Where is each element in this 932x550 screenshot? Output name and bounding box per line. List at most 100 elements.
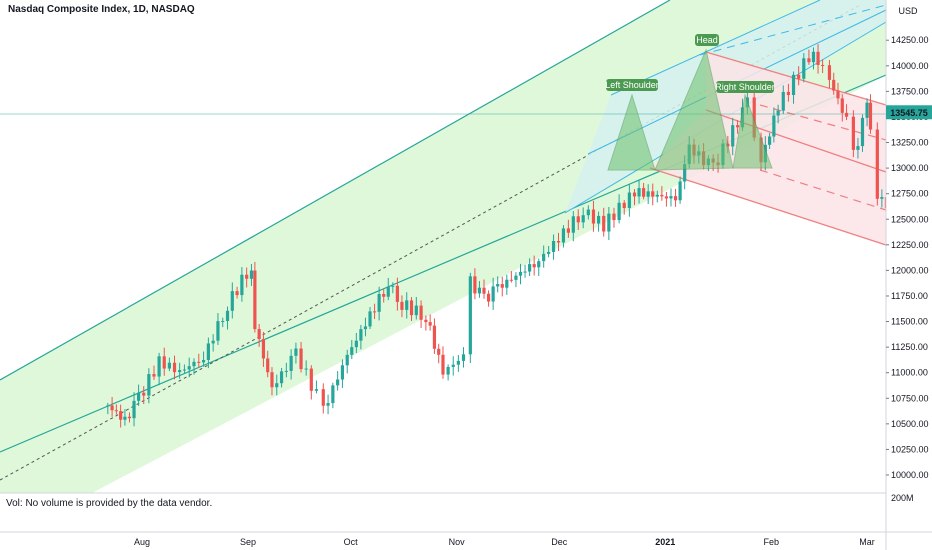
y-tick-label: 10250.00 [891,444,929,454]
candle-body [637,188,641,197]
candle-body [216,321,220,341]
chart-title: Nasdaq Composite Index, 1D, NASDAQ [6,4,197,15]
y-tick-label: 10000.00 [891,470,929,480]
pattern-badge [716,81,774,93]
y-tick-label: 13000.00 [891,163,929,173]
candle-body [326,403,330,406]
candle-body [802,58,806,79]
candle-body [114,410,118,412]
right-shoulder-triangle [732,93,773,169]
last-price-tag [886,105,932,120]
candle-body [836,90,840,99]
candle-body [660,194,664,197]
y-tick-label: 10500.00 [891,419,929,429]
candle-body [249,270,254,279]
candle-body [875,129,879,199]
candle-body [772,115,776,137]
candle-body [240,274,244,296]
volume-note: Vol: No volume is provided by the data v… [6,498,213,509]
candle-body [542,253,546,262]
y-tick-label: 11750.00 [891,291,928,301]
candle-body [178,370,182,373]
candle-body [664,196,669,199]
candle-body [627,192,631,209]
candle-body [304,368,308,370]
candle-body [359,329,363,341]
candle-body [428,322,432,326]
candle-body [382,294,386,297]
price-axis-panel [886,0,932,550]
candle-body [368,311,372,327]
candle-body [791,74,796,96]
candle-body [206,343,210,360]
candle-body [446,366,450,375]
y-tick-label: 13250.00 [891,138,929,148]
candle-body [266,358,270,373]
candle-body [363,326,368,330]
candle-body [678,181,682,201]
candle-body [314,389,319,391]
candle-body [596,215,601,224]
candle-body [523,271,527,273]
candle-body [477,287,482,294]
candle-body [752,97,756,138]
y-tick-label: 13750.00 [891,86,929,96]
candle-body [797,74,801,79]
candle-body [473,276,477,294]
candle-body [880,197,884,199]
candle-body [591,209,596,224]
candle-body [275,383,279,388]
head-triangle [654,48,734,171]
pattern-badge [606,79,658,91]
candle-body [309,368,313,391]
candle-body [776,110,780,116]
candle-body [123,416,127,420]
candle-body [152,374,156,377]
volume-axis-label: 200M [891,493,914,503]
candle-body [279,371,284,384]
candle-body [147,374,151,396]
candle-body [518,271,523,276]
candle-body [683,164,687,182]
candle-body [781,91,785,111]
candle-body [137,392,141,401]
candle-body [505,279,509,288]
candle-body [576,216,580,223]
candle-body [617,202,621,221]
candle-body [571,216,575,233]
channel-upper-line [0,0,671,381]
candle-body [612,213,616,221]
pattern-label: Right Shoulder [715,82,775,92]
left-shoulder-triangle [607,93,656,171]
candle-body [405,300,409,310]
y-tick-label: 12750.00 [891,189,929,199]
up-pitchfork-median [699,4,887,56]
pattern-label: Left Shoulder [605,80,659,90]
candle-body [201,359,206,363]
candle-body [377,294,381,312]
candle-body [537,261,541,268]
candle-body [816,51,820,65]
x-tick-label: Feb [764,537,780,547]
candle-body [372,311,377,313]
y-tick-label: 12500.00 [891,214,929,224]
candle-body [456,360,460,365]
candle-body [106,405,110,407]
candle-body [167,362,171,369]
down-pitchfork-mid [705,109,887,173]
candle-body [491,286,495,302]
down-pitchfork-upper [705,51,887,106]
x-tick-label: Nov [449,537,466,547]
candle-body [437,348,441,355]
candle-body [767,136,772,145]
x-tick-label: Dec [551,537,568,547]
candle-body [336,379,340,386]
last-price-value: 13545.75 [890,108,928,118]
candle-body [669,196,673,199]
candle-body [119,411,123,420]
candle-body [331,385,335,404]
candle-body [225,310,230,322]
candle-body [245,274,249,279]
x-tick-label: Aug [134,537,150,547]
